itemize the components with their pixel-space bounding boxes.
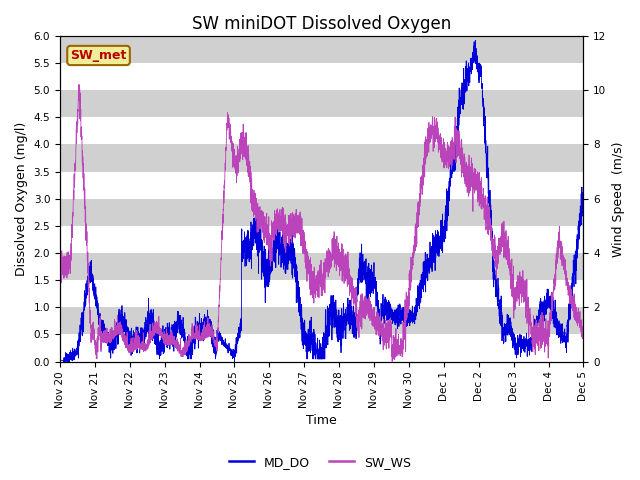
MD_DO <box>410 310 418 316</box>
Bar <box>60 307 584 335</box>
Bar <box>60 117 584 144</box>
Text: SW_met: SW_met <box>70 49 127 62</box>
MD_DO <box>580 359 588 364</box>
Y-axis label: Dissolved Oxygen (mg/l): Dissolved Oxygen (mg/l) <box>15 121 28 276</box>
Bar <box>60 280 584 307</box>
MD_DO <box>302 334 310 339</box>
Line: MD_DO: MD_DO <box>60 40 584 361</box>
SW_WS <box>75 82 83 87</box>
Bar <box>60 144 584 172</box>
Bar <box>60 199 584 226</box>
SW_WS <box>410 242 418 248</box>
Line: SW_WS: SW_WS <box>60 84 584 361</box>
SW_WS <box>580 337 588 343</box>
MD_DO <box>579 204 587 210</box>
Title: SW miniDOT Dissolved Oxygen: SW miniDOT Dissolved Oxygen <box>192 15 451 33</box>
SW_WS <box>150 332 158 338</box>
Bar <box>60 63 584 90</box>
X-axis label: Time: Time <box>307 414 337 427</box>
Legend: MD_DO, SW_WS: MD_DO, SW_WS <box>224 451 416 474</box>
Bar <box>60 36 584 63</box>
Y-axis label: Wind Speed  (m/s): Wind Speed (m/s) <box>612 141 625 256</box>
SW_WS <box>469 175 477 181</box>
SW_WS <box>56 269 64 275</box>
MD_DO <box>439 237 447 242</box>
MD_DO <box>468 67 476 72</box>
Bar <box>60 172 584 199</box>
SW_WS <box>302 249 310 254</box>
Bar <box>60 253 584 280</box>
SW_WS <box>439 142 447 147</box>
SW_WS <box>388 359 396 364</box>
MD_DO <box>150 324 158 330</box>
MD_DO <box>60 359 67 364</box>
MD_DO <box>56 358 64 363</box>
MD_DO <box>472 37 479 43</box>
SW_WS <box>579 331 587 337</box>
Bar <box>60 90 584 117</box>
Bar <box>60 226 584 253</box>
Bar <box>60 335 584 361</box>
